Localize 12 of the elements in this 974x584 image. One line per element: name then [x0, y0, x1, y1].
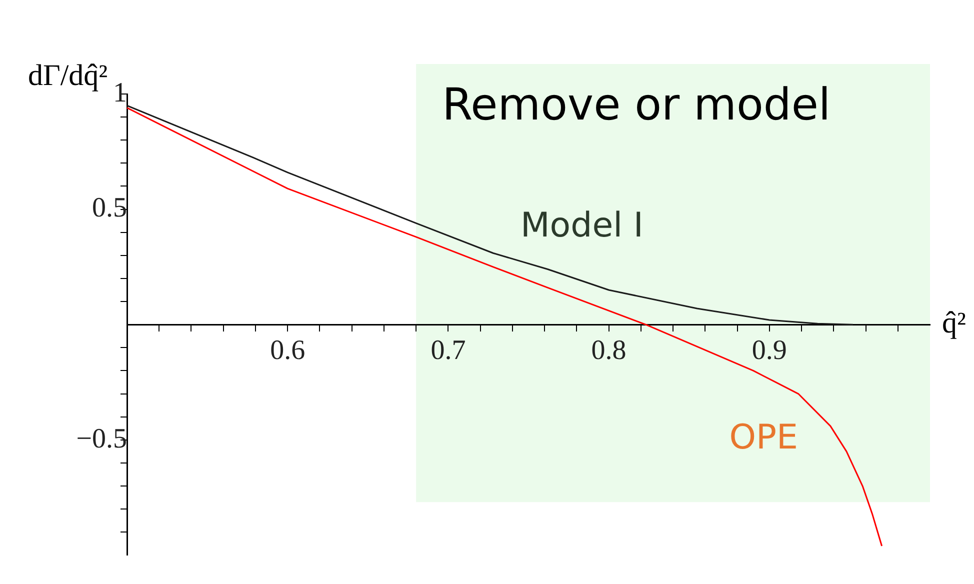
x-tick-label: 0.8 [591, 334, 626, 366]
y-tick-label: 1 [113, 77, 127, 108]
x-axis-title: q̂² [942, 306, 966, 340]
x-tick-label: 0.9 [752, 334, 787, 366]
band-label: Remove or model [442, 79, 831, 130]
y-tick-label: 0.5 [92, 192, 127, 224]
series-label: OPE [729, 418, 798, 458]
x-tick-label: 0.6 [270, 334, 306, 366]
series-label: Model I [520, 206, 644, 246]
x-tick-label: 0.7 [430, 334, 466, 366]
y-axis-title: dΓ/dq̂² [28, 58, 108, 92]
y-tick-label: −0.5 [76, 423, 127, 454]
